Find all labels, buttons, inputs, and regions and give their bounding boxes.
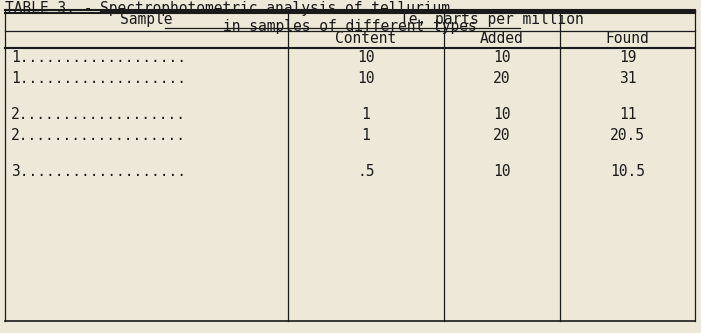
Text: 1...................: 1................... xyxy=(11,71,186,86)
Text: 20: 20 xyxy=(494,128,511,143)
Text: 19: 19 xyxy=(619,50,637,65)
Text: in samples of different types: in samples of different types xyxy=(223,19,477,34)
Text: 10: 10 xyxy=(494,165,511,179)
Text: TABLE 3. -: TABLE 3. - xyxy=(5,1,101,16)
Text: 2...................: 2................... xyxy=(11,128,186,143)
Text: 10: 10 xyxy=(494,107,511,122)
Text: Content: Content xyxy=(335,31,397,46)
Text: Te, parts per million: Te, parts per million xyxy=(400,12,583,27)
Text: Added: Added xyxy=(480,31,524,46)
Text: 1...................: 1................... xyxy=(11,50,186,65)
Text: Sample: Sample xyxy=(121,12,172,27)
Text: 20: 20 xyxy=(494,71,511,86)
Text: 10: 10 xyxy=(358,50,375,65)
Text: 1: 1 xyxy=(362,128,370,143)
Text: 1: 1 xyxy=(362,107,370,122)
Text: 10: 10 xyxy=(358,71,375,86)
Text: 20.5: 20.5 xyxy=(610,128,645,143)
Text: 11: 11 xyxy=(619,107,637,122)
Text: 2...................: 2................... xyxy=(11,107,186,122)
Text: 3...................: 3................... xyxy=(11,165,186,179)
Text: .5: .5 xyxy=(358,165,375,179)
Text: Found: Found xyxy=(606,31,649,46)
Text: 10.5: 10.5 xyxy=(610,165,645,179)
Text: 31: 31 xyxy=(619,71,637,86)
Text: 10: 10 xyxy=(494,50,511,65)
Text: Spectrophotometric analysis of tellurium: Spectrophotometric analysis of tellurium xyxy=(100,1,450,16)
